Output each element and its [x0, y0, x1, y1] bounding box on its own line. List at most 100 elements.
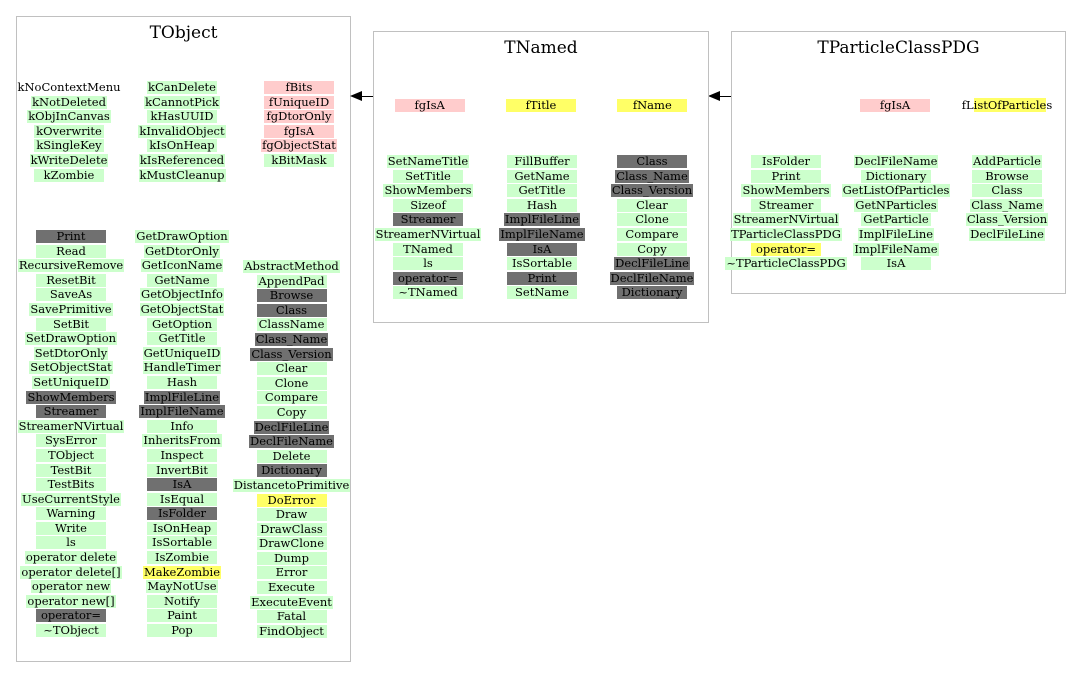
- tobject-method-streamer: Streamer: [36, 405, 106, 419]
- tobject-method-makezombie: MakeZombie: [142, 564, 222, 579]
- tnamed-method-clone: Clone: [617, 213, 687, 227]
- tobject-method-getname: GetName: [147, 273, 217, 287]
- member-column: fgIsA fTitle fName: [374, 99, 708, 114]
- tnamed-method-setnametitle: SetNameTitle: [386, 154, 470, 168]
- tnamed-method-operator: operator=: [393, 271, 463, 285]
- tparticle-method-declfileline: DeclFileLine: [969, 226, 1045, 241]
- tnamed-method-declfilename: DeclFileName: [609, 270, 695, 285]
- tnamed-method-declfileline: DeclFileLine: [614, 256, 690, 271]
- tobject-method-getobjectinfo: GetObjectInfo: [140, 287, 224, 302]
- tobject-method-declfileline: DeclFileLine: [253, 419, 330, 434]
- tnamed-method-showmembers: ShowMembers: [383, 183, 473, 198]
- tobject-method-geticonname: GetIconName: [140, 258, 224, 273]
- tobject-method-invertbit: InvertBit: [147, 463, 217, 477]
- class-title: TObject: [149, 23, 218, 43]
- tnamed-method-class: Class: [617, 155, 687, 168]
- tnamed-method-settitle: SetTitle: [393, 169, 463, 183]
- tobject-method-getobjectstat: GetObjectStat: [139, 301, 225, 316]
- class-box-tparticleclasspdg: TParticleClassPDG fgIsA fListOfParticles…: [725, 31, 1066, 294]
- tnamed-method-tnamed: TNamed: [393, 242, 463, 256]
- tparticle-method-isa: IsA: [861, 257, 931, 271]
- tobject-method-inheritsfrom: InheritsFrom: [142, 433, 222, 448]
- tnamed-method-class-version: Class_Version: [610, 183, 694, 198]
- tobject-enum-knocontextmenu: kNoContextMenu: [17, 80, 121, 94]
- tobject-method-showmembers: ShowMembers: [26, 389, 116, 404]
- tnamed-method-print: Print: [507, 271, 577, 285]
- tobject-enum-kisreferenced: kIsReferenced: [138, 152, 226, 167]
- tobject-enum-kinvalidobject: kInvalidObject: [138, 123, 226, 138]
- tobject-method-operator: operator=: [36, 609, 106, 623]
- tnamed-method-sizeof: Sizeof: [393, 198, 463, 212]
- tobject-method-isequal: IsEqual: [147, 492, 217, 506]
- member-column: fBits fUniqueID fgDtorOnly fgIsA fgObjectSta…: [249, 81, 349, 169]
- tobject-method-operator-new: operator new: [30, 579, 112, 594]
- tnamed-member-fgisa: fgIsA: [394, 99, 465, 112]
- member-highlight: istOfParticle: [973, 98, 1047, 112]
- tnamed-method-tnamed: ~TNamed: [393, 286, 463, 300]
- tparticle-method-tparticleclasspdg: ~TParticleClassPDG: [725, 256, 847, 271]
- class-box-tobject: TObject kNoContextMenu kNotDeleted kObjInC…: [16, 16, 351, 662]
- tobject-method-compare: Compare: [256, 391, 327, 405]
- tobject-member-fgobjectstat: fgObjectStat: [261, 138, 337, 153]
- member-column-2: fListOfParticles: [957, 98, 1057, 114]
- tobject-method-getuniqueid: GetUniqueID: [142, 345, 222, 360]
- tobject-method-iszombie: IsZombie: [147, 551, 217, 565]
- tobject-method-error: Error: [256, 566, 327, 580]
- tobject-method-drawclone: DrawClone: [256, 537, 327, 551]
- tobject-method-saveas: SaveAs: [36, 288, 106, 302]
- tobject-method-syserror: SysError: [36, 434, 106, 448]
- method-column-3: AddParticle Browse Class Class_Name Class_Ve…: [957, 155, 1057, 243]
- tobject-method-fatal: Fatal: [256, 610, 327, 624]
- tobject-method-tobject: ~TObject: [36, 624, 106, 638]
- tparticle-method-streamernvirtual: StreamerNVirtual: [732, 212, 840, 227]
- tnamed-method-hash: Hash: [507, 198, 577, 212]
- tobject-method-clear: Clear: [256, 362, 327, 376]
- tparticle-method-addparticle: AddParticle: [972, 154, 1042, 168]
- class-title: TParticleClassPDG: [817, 38, 980, 58]
- tparticle-method-showmembers: ShowMembers: [741, 183, 831, 198]
- tobject-member-fgdtoronly: fgDtorOnly: [264, 110, 334, 124]
- tnamed-method-clear: Clear: [617, 198, 687, 212]
- tobject-method-abstractmethod: AbstractMethod: [243, 259, 340, 273]
- tobject-method-operator-new: operator new[]: [26, 593, 116, 608]
- tobject-method-getdrawoption: GetDrawOption: [135, 229, 229, 243]
- tparticle-method-dictionary: Dictionary: [861, 169, 931, 183]
- method-column-3: AbstractMethod AppendPad Browse Class ClassN…: [232, 259, 351, 639]
- class-title: TNamed: [504, 38, 578, 58]
- method-column-1: Print Read RecursiveRemove ResetBit SaveAs Sa…: [17, 230, 125, 639]
- tobject-method-findobject: FindObject: [256, 624, 327, 638]
- tobject-method-handletimer: HandleTimer: [142, 360, 222, 375]
- tparticle-method-getnparticles: GetNParticles: [854, 197, 938, 212]
- tobject-method-setdrawoption: SetDrawOption: [24, 331, 118, 346]
- tobject-method-tobject: TObject: [36, 448, 106, 462]
- tobject-method-paint: Paint: [147, 609, 217, 623]
- tparticle-method-class: Class: [972, 184, 1042, 198]
- tobject-method-ls: ls: [36, 536, 106, 550]
- tobject-method-executeevent: ExecuteEvent: [250, 594, 333, 609]
- member-column-1: fgIsA: [845, 99, 945, 114]
- tnamed-method-copy: Copy: [617, 242, 687, 256]
- tparticle-method-tparticleclasspdg: TParticleClassPDG: [730, 226, 842, 241]
- tobject-method-testbits: TestBits: [36, 478, 106, 492]
- method-column-2: DeclFileName Dictionary GetListOfParticles…: [841, 155, 951, 272]
- tnamed-method-ls: ls: [393, 257, 463, 271]
- tparticle-method-implfileline: ImplFileLine: [857, 226, 935, 241]
- method-column-3: Class Class_Name Class_Version Clear Clone Co…: [602, 155, 702, 301]
- tparticle-method-isfolder: IsFolder: [751, 155, 821, 168]
- tobject-method-appendpad: AppendPad: [256, 273, 327, 288]
- tobject-method-getoption: GetOption: [147, 317, 217, 331]
- tobject-method-classname: ClassName: [256, 318, 327, 332]
- tobject-method-issortable: IsSortable: [147, 536, 217, 550]
- tobject-method-setdtoronly: SetDtorOnly: [33, 345, 109, 360]
- tobject-method-isonheap: IsOnHeap: [147, 521, 217, 535]
- tnamed-method-implfilename: ImplFileName: [499, 226, 585, 241]
- tobject-method-dump: Dump: [256, 551, 327, 565]
- tobject-method-class-version: Class_Version: [250, 346, 333, 361]
- tobject-enum-kisonheap: kIsOnHeap: [147, 139, 217, 153]
- tobject-method-read: Read: [36, 244, 106, 258]
- tobject-method-setuniqueid: SetUniqueID: [32, 374, 110, 389]
- tobject-method-draw: Draw: [256, 508, 327, 522]
- method-column-2: FillBuffer GetName GetTitle Hash ImplFileLin…: [490, 155, 594, 301]
- tobject-method-maynotuse: MayNotUse: [146, 579, 218, 594]
- tnamed-method-isa: IsA: [507, 242, 577, 256]
